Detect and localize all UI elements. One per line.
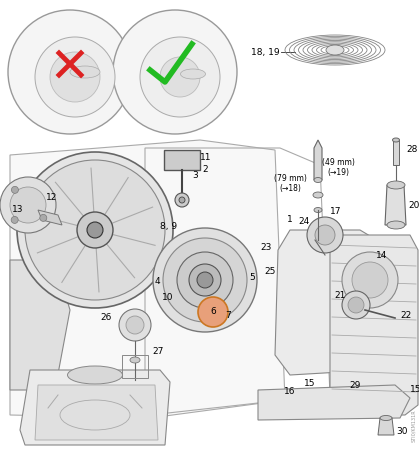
Circle shape bbox=[342, 252, 398, 308]
Text: 14: 14 bbox=[376, 251, 388, 260]
Text: 18, 19: 18, 19 bbox=[251, 48, 280, 57]
Circle shape bbox=[342, 291, 370, 319]
Ellipse shape bbox=[326, 45, 344, 55]
Circle shape bbox=[113, 10, 237, 134]
Ellipse shape bbox=[387, 221, 405, 229]
Text: (49 mm): (49 mm) bbox=[321, 158, 354, 166]
Text: STI0/KM131R: STI0/KM131R bbox=[411, 410, 416, 442]
Text: 24: 24 bbox=[299, 217, 310, 226]
Polygon shape bbox=[258, 385, 410, 420]
Text: 21: 21 bbox=[334, 291, 346, 300]
Text: 20: 20 bbox=[408, 201, 419, 210]
Circle shape bbox=[10, 187, 46, 223]
Polygon shape bbox=[314, 140, 322, 180]
Circle shape bbox=[307, 217, 343, 253]
Circle shape bbox=[315, 225, 335, 245]
Ellipse shape bbox=[380, 415, 392, 420]
Polygon shape bbox=[10, 260, 70, 390]
Circle shape bbox=[25, 160, 165, 300]
Text: 13: 13 bbox=[12, 206, 23, 215]
Text: 6: 6 bbox=[210, 307, 216, 316]
Circle shape bbox=[35, 37, 115, 117]
Circle shape bbox=[163, 238, 247, 322]
Ellipse shape bbox=[181, 69, 205, 79]
Polygon shape bbox=[378, 418, 394, 435]
Circle shape bbox=[11, 216, 18, 223]
Ellipse shape bbox=[70, 66, 100, 78]
Ellipse shape bbox=[387, 181, 405, 189]
Circle shape bbox=[352, 262, 388, 298]
Text: 2: 2 bbox=[202, 166, 208, 175]
Text: 5: 5 bbox=[249, 274, 255, 283]
Circle shape bbox=[175, 193, 189, 207]
Polygon shape bbox=[38, 210, 62, 225]
Circle shape bbox=[197, 272, 213, 288]
Ellipse shape bbox=[314, 177, 322, 183]
Text: (→18): (→18) bbox=[279, 184, 301, 193]
Text: (79 mm): (79 mm) bbox=[274, 174, 306, 183]
Ellipse shape bbox=[313, 192, 323, 198]
Polygon shape bbox=[164, 150, 200, 170]
Polygon shape bbox=[385, 185, 406, 225]
Circle shape bbox=[17, 152, 173, 308]
Text: 7: 7 bbox=[225, 311, 231, 320]
Text: 27: 27 bbox=[152, 347, 163, 356]
Ellipse shape bbox=[67, 366, 122, 384]
Circle shape bbox=[87, 222, 103, 238]
Polygon shape bbox=[35, 385, 158, 440]
Circle shape bbox=[126, 316, 144, 334]
Text: (→19): (→19) bbox=[327, 167, 349, 176]
Text: 10: 10 bbox=[162, 293, 174, 302]
Text: 28: 28 bbox=[406, 145, 417, 154]
Text: 15: 15 bbox=[304, 378, 316, 387]
Text: 11: 11 bbox=[200, 153, 212, 162]
Text: 22: 22 bbox=[400, 310, 411, 320]
Text: 4: 4 bbox=[154, 278, 160, 287]
Circle shape bbox=[348, 297, 364, 313]
Text: 25: 25 bbox=[265, 267, 276, 276]
Circle shape bbox=[8, 10, 132, 134]
Polygon shape bbox=[10, 140, 285, 418]
Polygon shape bbox=[275, 230, 390, 375]
Text: 29: 29 bbox=[349, 381, 361, 390]
Ellipse shape bbox=[393, 138, 399, 142]
Circle shape bbox=[40, 214, 47, 221]
Text: 30: 30 bbox=[396, 428, 408, 436]
Circle shape bbox=[179, 197, 185, 203]
Text: 15: 15 bbox=[410, 386, 419, 395]
Circle shape bbox=[11, 186, 18, 194]
Text: 3: 3 bbox=[192, 171, 198, 180]
Text: 12: 12 bbox=[47, 194, 58, 202]
Text: 23: 23 bbox=[261, 243, 272, 252]
Circle shape bbox=[189, 264, 221, 296]
Text: 17: 17 bbox=[330, 207, 341, 216]
Circle shape bbox=[153, 228, 257, 332]
Ellipse shape bbox=[130, 357, 140, 363]
Circle shape bbox=[177, 252, 233, 308]
Circle shape bbox=[77, 212, 113, 248]
Ellipse shape bbox=[314, 207, 322, 212]
Text: 16: 16 bbox=[284, 387, 296, 396]
Text: 1: 1 bbox=[287, 216, 293, 225]
Polygon shape bbox=[393, 140, 399, 165]
Circle shape bbox=[160, 57, 200, 97]
Text: 8, 9: 8, 9 bbox=[160, 222, 177, 231]
Circle shape bbox=[50, 52, 100, 102]
Circle shape bbox=[198, 297, 228, 327]
Text: 26: 26 bbox=[101, 314, 112, 323]
Polygon shape bbox=[20, 370, 170, 445]
Circle shape bbox=[0, 177, 56, 233]
Circle shape bbox=[140, 37, 220, 117]
Circle shape bbox=[119, 309, 151, 341]
Polygon shape bbox=[330, 235, 418, 415]
